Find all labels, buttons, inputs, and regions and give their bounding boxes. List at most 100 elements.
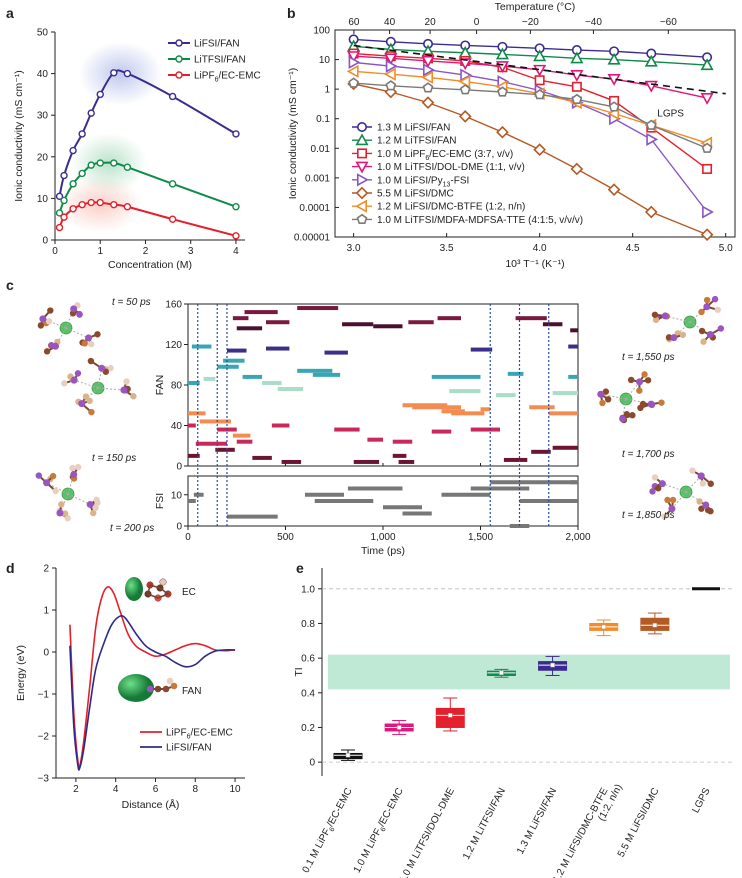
residence-bar (451, 411, 485, 416)
atom (668, 505, 676, 513)
atom (599, 399, 606, 407)
target-band (328, 654, 730, 690)
data-point (69, 205, 77, 213)
snapshot-150 (61, 357, 137, 416)
residence-bar (271, 423, 290, 428)
data-point (232, 203, 240, 211)
legend-marker (356, 213, 368, 225)
residence-bar (353, 459, 380, 464)
residence-bar (431, 374, 481, 379)
atom (641, 371, 648, 378)
data-point (533, 64, 547, 77)
x-tick-label: 2 (73, 784, 79, 795)
y-tick-label: 20 (37, 152, 49, 163)
atom (130, 393, 137, 400)
data-point (608, 101, 620, 112)
atom (120, 386, 128, 394)
data-point (534, 75, 545, 86)
data-point (534, 88, 546, 100)
atom (619, 415, 627, 423)
legend-label: LiFSI/FAN (194, 39, 240, 50)
data-point (459, 84, 471, 95)
residence-bar (232, 433, 251, 438)
x-tick-label: 0 (52, 246, 58, 257)
atom (76, 311, 83, 318)
atom (90, 509, 97, 517)
fan-bonds (150, 685, 175, 690)
residence-bar (441, 409, 465, 414)
atom (92, 504, 99, 512)
y-tick-label: 0 (176, 462, 182, 473)
series-line (353, 38, 708, 58)
category-label: 1.2 M LiTFSI/FAN (461, 786, 508, 861)
panel-label-c: c (6, 277, 14, 293)
legend-label: 1.0 M LiPF6/EC-EMC (3:7, v/v) (377, 149, 513, 162)
data-point (533, 49, 547, 62)
atom (43, 479, 51, 487)
data-point (232, 130, 240, 138)
residence-bar (188, 380, 200, 385)
atom (661, 513, 668, 520)
legend-label: LiTFSI/FAN (194, 55, 246, 66)
atom (56, 509, 64, 517)
data-point (385, 59, 398, 73)
atom (74, 370, 82, 377)
y-axis-label: Ionic conductivity (mS cm⁻¹) (287, 68, 299, 200)
panel-c: c 0 40 80 120 160 0 10 FAN FSI 0 500 1,000 1,500 2,000… (6, 277, 725, 557)
data-point (607, 52, 621, 65)
legend-marker (355, 199, 368, 213)
series-line (58, 161, 237, 214)
residence-bar (188, 499, 196, 503)
atom (70, 376, 78, 384)
residence-bar (215, 447, 235, 452)
atom (697, 472, 705, 480)
atom (69, 464, 76, 472)
residence-bar (342, 322, 374, 327)
series-line (58, 201, 237, 237)
data-point (644, 205, 658, 219)
category-label: 0.1 M LiPF6/EC-EMC (301, 786, 357, 876)
residence-bar (542, 322, 563, 327)
glow-blob (78, 41, 163, 106)
x-axis-label: Time (ps) (361, 545, 405, 557)
category-label: 1.3 M LiFSI/FAN (515, 786, 559, 856)
residence-bar (242, 374, 263, 379)
x-tick-label: 500 (277, 532, 294, 543)
atom (649, 488, 656, 495)
series-line (69, 586, 236, 769)
data-point (110, 200, 118, 209)
y-tick-label: 30 (37, 111, 49, 122)
y-axis-label: Energy (eV) (15, 645, 27, 701)
fan-atom (146, 685, 154, 693)
residence-bar (217, 364, 239, 369)
data-point (123, 203, 132, 211)
x2-axis-label: Temperature (°C) (495, 1, 576, 13)
residence-bar (266, 346, 290, 351)
data-point (458, 110, 472, 123)
data-point (496, 125, 509, 139)
atom (711, 295, 719, 303)
atom (43, 348, 51, 355)
residence-bar (507, 371, 524, 376)
residence-bar (441, 492, 491, 497)
y-tick-label: 40 (37, 69, 49, 80)
residence-bar (266, 320, 290, 325)
residence-bar (515, 316, 547, 321)
data-point (168, 215, 177, 223)
residence-bar (297, 368, 333, 373)
x-axis-label: Concentration (M) (108, 259, 192, 271)
legend-marker (175, 39, 183, 47)
data-point (96, 198, 104, 207)
ec-bonds (147, 584, 170, 599)
atom (86, 500, 94, 508)
legend-marker (355, 133, 369, 146)
mean-marker (448, 713, 453, 718)
data-point (495, 47, 509, 60)
mean-marker (396, 725, 402, 730)
data-point (644, 54, 658, 67)
fan-atom (170, 682, 178, 690)
x2-tick-label: 20 (425, 17, 437, 28)
residence-bar (252, 455, 272, 460)
residence-bar (392, 439, 413, 444)
data-point (421, 96, 435, 109)
